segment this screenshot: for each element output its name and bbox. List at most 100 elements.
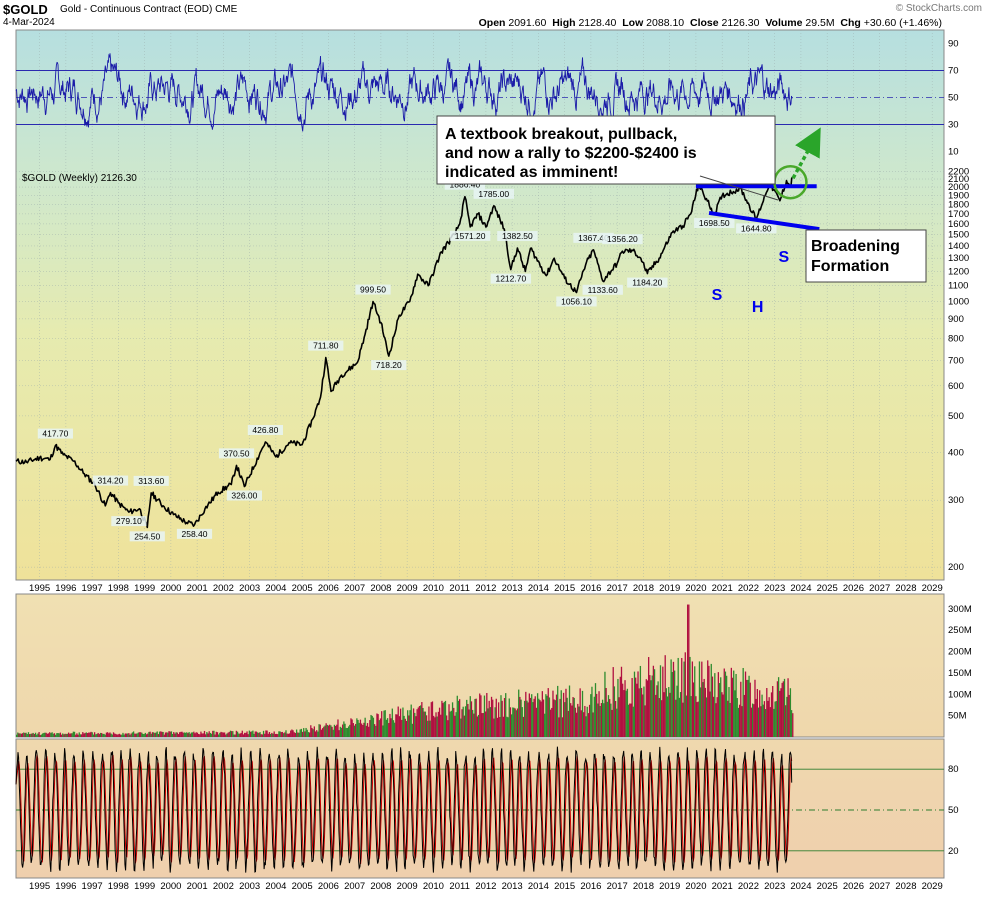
volume-bar [114, 733, 116, 737]
price-label: 718.20 [376, 360, 402, 370]
callout-pointer [699, 175, 779, 201]
volume-bar [86, 733, 89, 737]
volume-bar [747, 679, 749, 737]
volume-bar [343, 721, 345, 737]
volume-bar [625, 690, 627, 737]
volume-bar [353, 725, 356, 737]
volume-bar [202, 733, 204, 737]
volume-bar [453, 707, 455, 737]
x-tick-label: 2010 [423, 583, 444, 594]
volume-bar [487, 708, 489, 737]
volume-bar [564, 702, 566, 737]
high-label: High [552, 17, 576, 29]
volume-bar [92, 734, 95, 737]
volume-bar [534, 696, 536, 737]
volume-bar [176, 732, 178, 737]
volume-bar [115, 733, 117, 737]
low-label: Low [622, 17, 644, 29]
volume-bar [567, 710, 569, 737]
volume-bar [494, 707, 496, 737]
volume-tick-label: 300M [948, 604, 972, 615]
volume-bar [28, 734, 31, 737]
volume-bar [154, 733, 156, 737]
price-label: 1886.40 [450, 180, 481, 190]
volume-bar [243, 732, 246, 737]
volume-bar [573, 697, 575, 737]
volume-bar [570, 703, 572, 737]
price-label: 999.50 [360, 285, 386, 295]
volume-bar [480, 695, 482, 737]
x-tick-label: 2025 [817, 583, 838, 594]
volume-bar [683, 661, 685, 737]
volume-bar [360, 723, 363, 737]
volume-bar [715, 703, 717, 737]
volume-bar [82, 732, 84, 737]
volume-bar [248, 730, 251, 737]
volume-bar [362, 724, 364, 737]
volume-bar [761, 694, 763, 737]
volume-bar [409, 710, 411, 737]
price-label-bg [449, 230, 491, 241]
volume-bar [333, 724, 336, 737]
volume-bar [410, 704, 412, 737]
volume-bar [435, 712, 437, 737]
x-tick-label-bottom: 2007 [344, 881, 365, 892]
x-tick-label: 1998 [108, 583, 129, 594]
volume-bar [303, 728, 305, 737]
volume-bar [428, 706, 430, 737]
volume-bar [670, 659, 672, 737]
volume-bar [403, 715, 405, 737]
volume-bar [499, 717, 501, 737]
volume-bar [609, 699, 611, 737]
volume-bar [574, 707, 577, 737]
volume-bar [305, 727, 307, 737]
volume-bar [672, 661, 675, 737]
volume-bar [760, 706, 762, 737]
volume-bar [171, 733, 174, 737]
volume-bar [369, 720, 371, 737]
volume-bar [633, 671, 636, 737]
price-tick-label: 1000 [948, 296, 969, 307]
volume-bar [298, 732, 300, 737]
volume-bar [676, 685, 678, 737]
x-tick-label: 2021 [712, 583, 733, 594]
volume-bar [105, 732, 108, 737]
volume-bar [461, 709, 463, 737]
stoch-d-line [15, 754, 793, 864]
price-label-bg [556, 296, 597, 307]
volume-bar [444, 700, 447, 737]
volume-bar [527, 702, 529, 737]
volume-bar [53, 733, 56, 737]
volume-bar [503, 698, 506, 737]
volume-bar [104, 734, 106, 737]
volume-bar [507, 717, 509, 737]
price-label-bg [573, 232, 614, 243]
volume-bar [433, 715, 435, 737]
volume-bar [545, 694, 547, 737]
volume-bar [493, 718, 495, 737]
volume-bar [20, 733, 23, 737]
description-text: Gold - Continuous Contract (EOD) [60, 4, 213, 15]
volume-bar [586, 706, 588, 737]
volume-bar [663, 692, 665, 737]
volume-bar [30, 733, 32, 737]
volume-bar [194, 733, 196, 737]
volume-bar [500, 695, 502, 737]
volume-bar [377, 714, 379, 737]
volume-bar [463, 715, 466, 737]
close-label: Close [689, 17, 719, 29]
volume-bar [212, 730, 214, 737]
x-tick-label-bottom: 2029 [922, 881, 943, 892]
volume-bar [344, 723, 346, 737]
volume-bar [735, 673, 737, 737]
volume-bar [565, 688, 567, 737]
x-tick-label: 1999 [134, 583, 155, 594]
volume-bar [551, 707, 553, 737]
volume-bar [18, 733, 20, 737]
volume-bar [221, 732, 223, 737]
pattern-letter-left_shoulder: S [712, 287, 723, 304]
volume-bar [736, 698, 738, 737]
volume-bar [91, 732, 93, 737]
volume-bar [470, 701, 473, 737]
volume-bar [404, 718, 406, 737]
